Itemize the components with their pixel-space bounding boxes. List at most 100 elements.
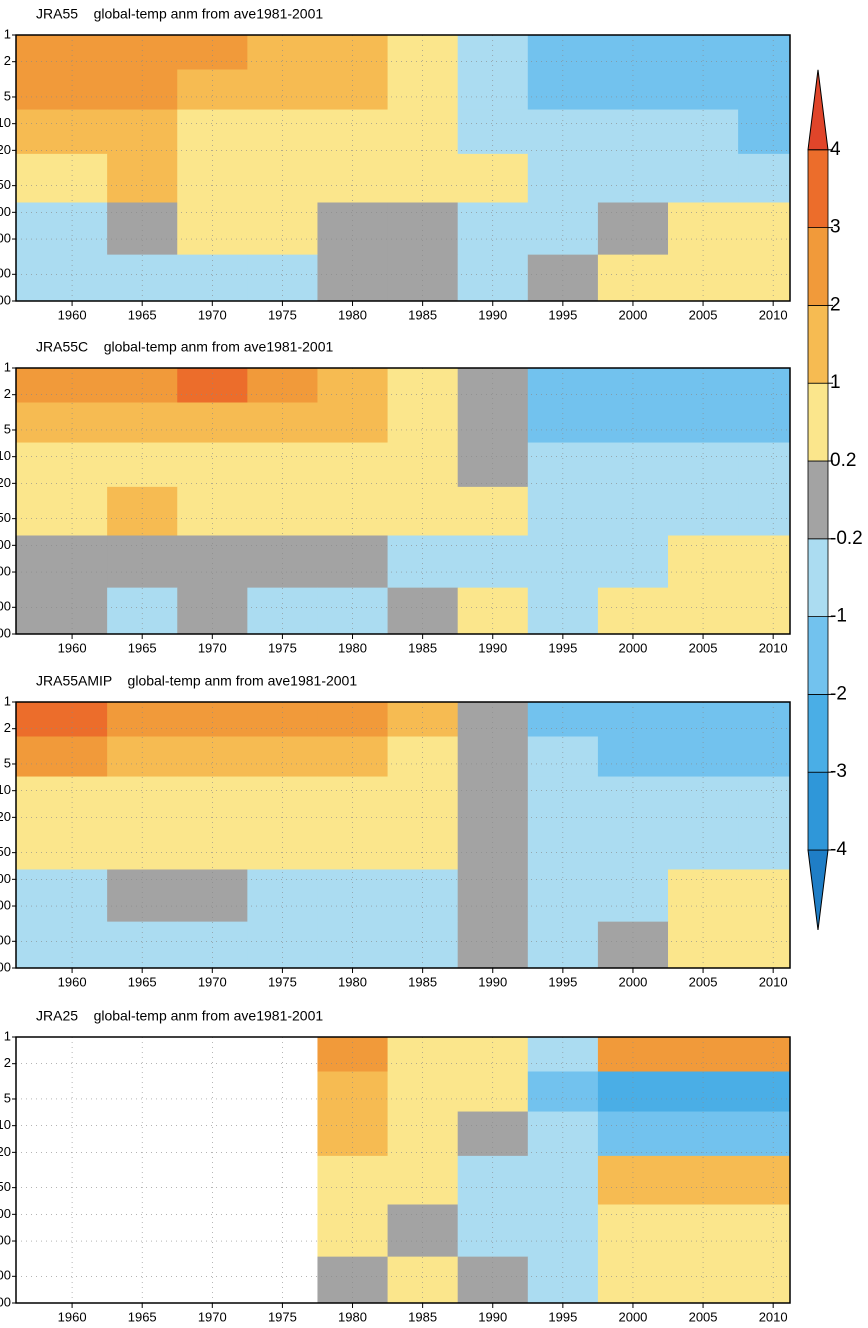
contour-cell [457,402,529,444]
contour-cell [16,587,108,634]
x-tick-label: 2000 [618,640,647,655]
y-tick-label: 200 [0,1232,11,1247]
contour-cell [597,486,669,536]
contour-cell [387,69,459,111]
contour-cell [317,254,389,301]
y-tick-label: 5 [4,1090,11,1105]
contour-cell [107,776,178,822]
contour-cell [387,1111,459,1157]
contour-cell [16,702,108,737]
contour-cell [597,820,669,870]
x-tick-label: 1990 [478,307,507,322]
contour-cell [597,442,669,488]
y-tick-label: 1 [4,359,11,374]
y-tick-label: 200 [0,563,11,578]
colorbar-band [807,149,829,229]
contour-cell [247,736,318,778]
panel: JRA55AMIP global-temp anm from ave1981-2… [0,673,791,989]
contour-cell [738,35,790,70]
colorbar-label: -0.2 [830,528,863,549]
x-tick-label: 1980 [338,974,367,989]
x-tick-label: 2010 [759,640,788,655]
contour-cell [527,153,599,203]
x-tick-label: 1960 [58,640,87,655]
colorbar-label: -4 [830,839,847,860]
contour-cell [738,402,790,444]
contour-cell [457,1256,529,1303]
contour-cell [527,442,599,488]
contour-cell [738,820,790,870]
contour-cell [527,869,599,923]
colorbar-band [807,304,829,384]
contour-cell [16,368,108,403]
y-tick-label: 20 [0,142,11,157]
y-tick-label: 200 [0,897,11,912]
contour-cell [668,869,739,923]
y-tick-label: 50 [0,510,11,525]
x-tick-label: 1975 [268,974,297,989]
contour-cell [527,820,599,870]
panel-title: JRA55AMIP global-temp anm from ave1981-2… [36,673,357,689]
contour-cell [457,1155,529,1205]
contour-cell [527,69,599,111]
contour-cell [107,442,178,488]
x-tick-label: 1960 [58,307,87,322]
contour-cell [387,254,459,301]
x-tick-label: 1995 [548,307,577,322]
y-tick-label: 1000 [0,1294,11,1309]
contour-cell [668,776,739,822]
contour-cell [177,254,248,301]
contour-cell [107,69,178,111]
contour-cell [597,1071,669,1113]
contour-cell [177,202,248,256]
contour-cell [457,1204,529,1258]
contour-cell [177,402,248,444]
contour-cell [457,486,529,536]
y-tick-label: 500 [0,933,11,948]
contour-cell [387,1071,459,1113]
field [16,702,790,968]
contour-cell [107,486,178,536]
x-tick-label: 1985 [408,1309,437,1324]
contour-cell [387,587,459,634]
y-tick-label: 50 [0,177,11,192]
contour-cell [317,869,389,923]
contour-cell [738,1071,790,1113]
y-tick-label: 200 [0,230,11,245]
x-tick-label: 2000 [618,307,647,322]
colorbar-label: 2 [830,294,841,315]
contour-cell [16,153,108,203]
contour-cell [387,202,459,256]
contour-cell [668,1155,739,1205]
contour-cell [668,587,739,634]
contour-cell [247,869,318,923]
y-tick-label: 1000 [0,292,11,307]
colorbar-band [807,227,829,306]
contour-cell [107,587,178,634]
contour-cell [738,1037,790,1072]
contour-cell [387,776,459,822]
contour-cell [107,736,178,778]
y-tick-label: 500 [0,599,11,614]
contour-cell [738,869,790,923]
contour-cell [597,921,669,968]
contour-cell [387,109,459,155]
contour-cell [177,587,248,634]
contour-cell [317,153,389,203]
contour-cell [597,69,669,111]
contour-cell [247,202,318,256]
contour-cell [247,535,318,589]
x-tick-label: 1965 [128,307,157,322]
contour-cell [16,535,108,589]
contour-cell [668,109,739,155]
x-tick-label: 2005 [689,307,718,322]
y-tick-label: 10 [0,1117,11,1132]
x-tick-label: 1980 [338,1309,367,1324]
colorbar-band [807,694,829,773]
contour-cell [387,869,459,923]
contour-cell [107,869,178,923]
contour-cell [668,1071,739,1113]
contour-cell [527,486,599,536]
plot-frame [15,1036,791,1304]
